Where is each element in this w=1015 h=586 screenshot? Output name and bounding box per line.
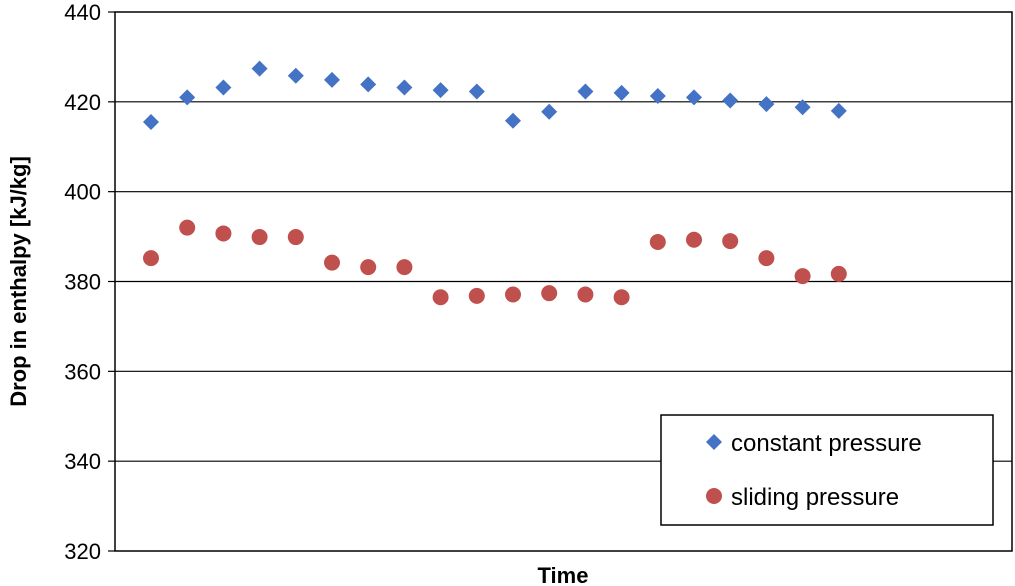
point-constant-pressure-4	[251, 60, 268, 77]
point-sliding-pressure-19	[794, 268, 811, 285]
point-constant-pressure-18	[758, 96, 775, 113]
point-sliding-pressure-17	[722, 233, 739, 250]
point-constant-pressure-1	[143, 114, 159, 131]
point-sliding-pressure-12	[541, 285, 558, 302]
y-tick-label-320: 320	[64, 539, 101, 564]
point-constant-pressure-3	[215, 79, 232, 96]
point-sliding-pressure-8	[396, 259, 413, 276]
point-constant-pressure-11	[505, 112, 521, 129]
point-constant-pressure-15	[649, 87, 666, 104]
point-sliding-pressure-9	[432, 289, 449, 306]
point-sliding-pressure-13	[577, 286, 594, 303]
point-constant-pressure-17	[722, 92, 739, 109]
y-tick-label-440: 440	[64, 0, 101, 25]
point-sliding-pressure-15	[649, 233, 666, 250]
point-constant-pressure-8	[396, 79, 413, 96]
point-sliding-pressure-1	[143, 250, 159, 267]
point-constant-pressure-12	[541, 103, 558, 120]
legend-marker-sliding-pressure	[706, 488, 722, 504]
point-constant-pressure-20	[830, 102, 847, 119]
point-constant-pressure-16	[686, 89, 702, 106]
x-axis-title: Time	[538, 563, 589, 586]
y-tick-label-360: 360	[64, 359, 101, 384]
legend: constant pressure sliding pressure	[660, 414, 994, 526]
point-sliding-pressure-5	[287, 229, 304, 246]
legend-label-constant-pressure: constant pressure	[731, 430, 922, 457]
point-sliding-pressure-3	[215, 225, 232, 242]
point-sliding-pressure-11	[505, 286, 521, 303]
y-tick-label-380: 380	[64, 270, 101, 295]
point-sliding-pressure-16	[686, 231, 702, 248]
point-sliding-pressure-6	[324, 254, 340, 271]
legend-box	[660, 414, 994, 526]
point-constant-pressure-14	[613, 84, 630, 101]
y-tick-label-420: 420	[64, 90, 101, 115]
point-constant-pressure-13	[577, 83, 594, 100]
point-constant-pressure-9	[432, 82, 449, 99]
y-tick-label-340: 340	[64, 449, 101, 474]
point-constant-pressure-6	[324, 71, 340, 88]
point-sliding-pressure-10	[468, 287, 485, 304]
point-constant-pressure-10	[468, 83, 485, 100]
point-constant-pressure-7	[360, 76, 377, 93]
point-sliding-pressure-2	[179, 219, 196, 236]
point-constant-pressure-19	[794, 99, 811, 116]
point-sliding-pressure-18	[758, 250, 775, 267]
point-sliding-pressure-7	[360, 259, 377, 276]
data-points	[143, 60, 847, 306]
point-constant-pressure-2	[179, 89, 196, 106]
y-tick-label-400: 400	[64, 180, 101, 205]
legend-marker-constant-pressure	[706, 434, 722, 450]
y-axis-title: Drop in enthalpy [kJ/kg]	[6, 156, 31, 407]
point-sliding-pressure-14	[613, 289, 630, 306]
point-constant-pressure-5	[287, 67, 304, 84]
legend-label-sliding-pressure: sliding pressure	[731, 484, 899, 511]
point-sliding-pressure-20	[830, 265, 847, 282]
gridlines	[115, 101, 1012, 462]
y-axis-tick-labels: 320 340 360 380 400 420 440	[64, 0, 115, 564]
point-sliding-pressure-4	[251, 229, 268, 246]
